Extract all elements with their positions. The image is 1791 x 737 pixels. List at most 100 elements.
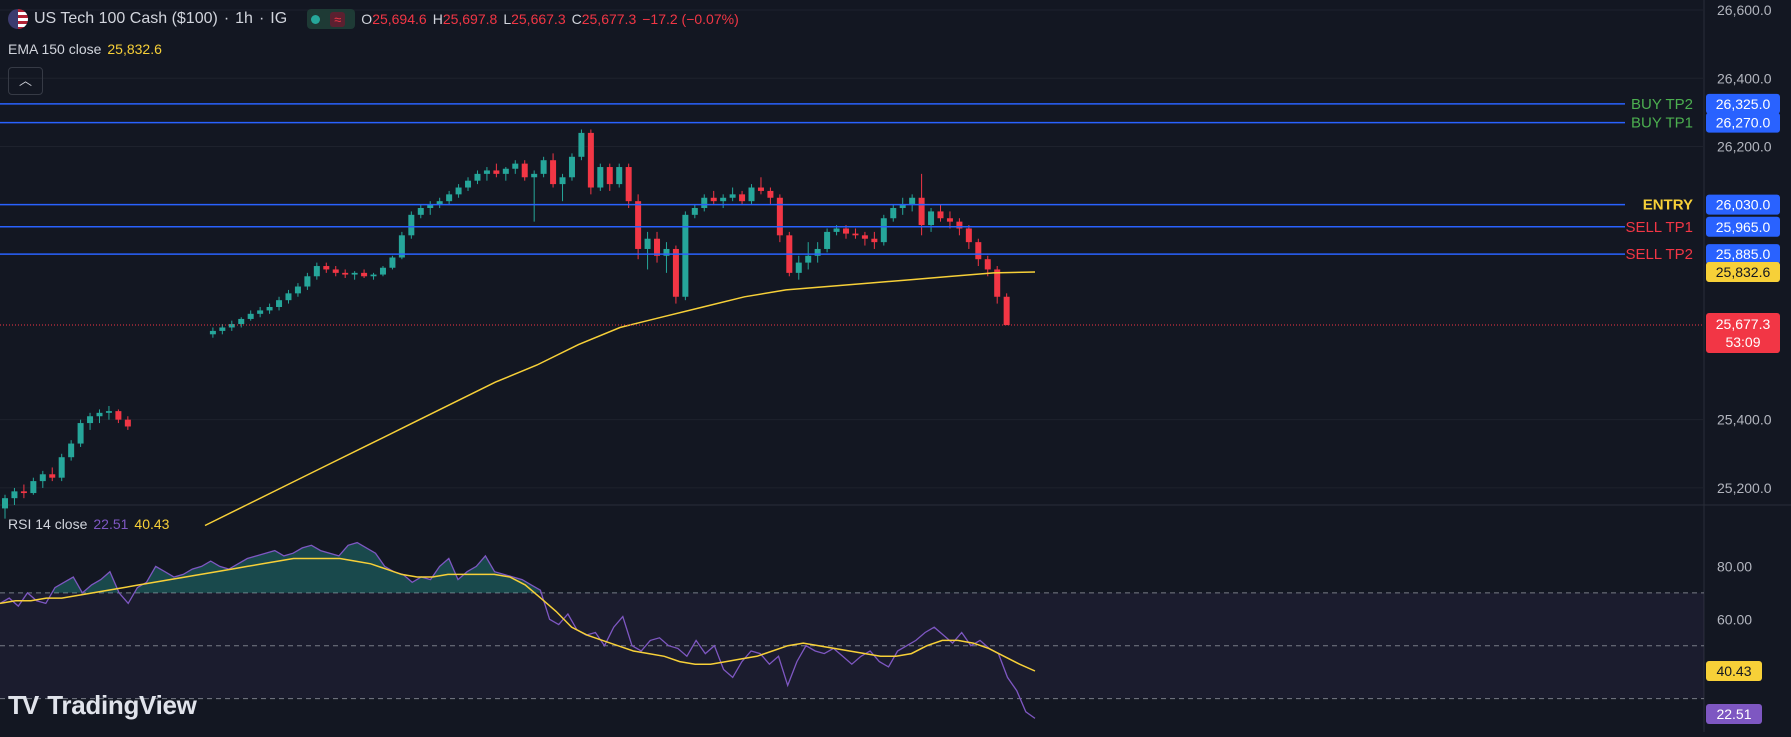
candle-bullish xyxy=(294,286,301,294)
candle-bullish xyxy=(58,457,65,478)
candle-bearish xyxy=(852,233,859,236)
candle-bullish xyxy=(909,197,916,205)
candle-bullish xyxy=(512,163,519,169)
candle-bullish xyxy=(890,208,897,219)
level-price-text: 25,885.0 xyxy=(1716,246,1771,262)
chevron-up-icon: ︿ xyxy=(18,73,32,88)
candle-bullish xyxy=(720,197,727,202)
price-tick-label: 26,400.0 xyxy=(1717,70,1772,86)
candle-bullish xyxy=(219,327,226,331)
tradingview-watermark[interactable]: TV TradingView xyxy=(8,690,197,721)
candle-bullish xyxy=(701,197,708,208)
candle-bullish xyxy=(474,173,481,181)
candle-bullish xyxy=(398,235,405,258)
market-open-dot-icon xyxy=(311,14,321,24)
candle-bearish xyxy=(625,167,632,202)
candle-bullish xyxy=(748,187,755,202)
open-label: O xyxy=(361,11,373,27)
candle-bullish xyxy=(427,204,434,208)
level-price-badge xyxy=(1706,194,1780,215)
level-label: SELL TP2 xyxy=(1625,246,1693,263)
rsi-legend[interactable]: RSI 14 close 22.51 40.43 xyxy=(8,516,175,532)
level-price-badge xyxy=(1706,216,1780,237)
candle-bearish xyxy=(493,170,500,174)
timeframe[interactable]: 1h xyxy=(235,10,253,27)
open-value: 25,694.6 xyxy=(372,11,427,27)
candle-bearish xyxy=(115,411,122,420)
separator: · xyxy=(223,10,230,27)
candle-bearish xyxy=(871,238,878,243)
candle-bullish xyxy=(880,218,887,243)
ema-price-badge xyxy=(1706,261,1780,282)
ema-value: 25,832.6 xyxy=(107,41,162,57)
candle-bullish xyxy=(436,201,443,205)
candle-bullish xyxy=(805,255,812,263)
candle-bullish xyxy=(729,194,736,198)
price-tick-label: 25,400.0 xyxy=(1717,412,1772,428)
candle-bullish xyxy=(568,156,575,178)
price-tick-label: 26,200.0 xyxy=(1717,139,1772,155)
candles-group xyxy=(2,129,1010,519)
candle-bearish xyxy=(757,187,764,191)
candle-bullish xyxy=(276,300,283,307)
candle-bullish xyxy=(899,204,906,208)
candle-bullish xyxy=(96,412,103,417)
broker-name[interactable]: IG xyxy=(270,10,288,27)
candle-bearish xyxy=(49,474,56,478)
level-label: BUY TP1 xyxy=(1631,115,1693,132)
candle-bearish xyxy=(342,272,349,275)
candle-bullish xyxy=(682,214,689,297)
candle-bullish xyxy=(30,481,37,494)
collapse-legend-button[interactable]: ︿ xyxy=(8,67,43,95)
candle-bullish xyxy=(105,411,112,413)
ema-legend[interactable]: EMA 150 close 25,832.6 xyxy=(8,41,168,57)
symbol-name[interactable]: US Tech 100 Cash ($100) xyxy=(34,10,218,27)
candle-bullish xyxy=(502,168,509,174)
tradingview-logo-icon: TV xyxy=(8,690,39,720)
level-price-badge xyxy=(1706,112,1780,133)
ema-150-line xyxy=(204,271,1036,527)
candle-bullish xyxy=(304,276,311,287)
candle-bearish xyxy=(946,218,953,222)
candle-bullish xyxy=(351,272,358,275)
change-value: −17.2 (−0.07%) xyxy=(642,11,739,27)
rsi-label: RSI 14 close xyxy=(8,516,88,532)
rsi-ma-badge-text: 40.43 xyxy=(1716,663,1751,679)
level-price-text: 26,270.0 xyxy=(1716,115,1771,131)
high-label: H xyxy=(432,11,443,27)
rsi-line xyxy=(0,541,1036,719)
rsi-badge-text: 22.51 xyxy=(1716,706,1751,722)
rsi-tick-label: 80.00 xyxy=(1717,558,1752,574)
candle-bullish xyxy=(285,293,292,301)
candle-bearish xyxy=(587,132,594,188)
low-label: L xyxy=(503,11,512,27)
candle-bearish xyxy=(124,419,131,427)
level-price-text: 26,030.0 xyxy=(1716,197,1771,213)
symbol-legend[interactable]: US Tech 100 Cash ($100) · 1h · IG ≈ O 25… xyxy=(8,9,745,29)
candle-bullish xyxy=(814,248,821,256)
candle-bullish xyxy=(313,266,320,277)
candle-bearish xyxy=(965,228,972,243)
low-value: 25,667.3 xyxy=(511,11,566,27)
candle-bearish xyxy=(710,197,717,202)
countdown-text: 53:09 xyxy=(1725,334,1760,350)
candle-bullish xyxy=(795,262,802,273)
candle-bearish xyxy=(994,269,1001,297)
candle-bullish xyxy=(597,167,604,188)
tradingview-wordmark: TradingView xyxy=(47,690,197,720)
candle-bearish xyxy=(984,259,991,270)
candle-bearish xyxy=(861,235,868,239)
candle-bullish xyxy=(39,474,46,482)
market-status-badge[interactable]: ≈ xyxy=(307,9,356,29)
ema-price-text: 25,832.6 xyxy=(1716,264,1771,280)
candle-bullish xyxy=(2,498,8,509)
candle-bullish xyxy=(408,214,415,236)
level-price-text: 26,325.0 xyxy=(1716,96,1771,112)
candle-bullish xyxy=(691,208,698,215)
candle-bearish xyxy=(843,228,850,234)
rsi-value: 22.51 xyxy=(93,516,129,532)
candle-bullish xyxy=(663,248,670,256)
close-value: 25,677.3 xyxy=(581,11,637,27)
